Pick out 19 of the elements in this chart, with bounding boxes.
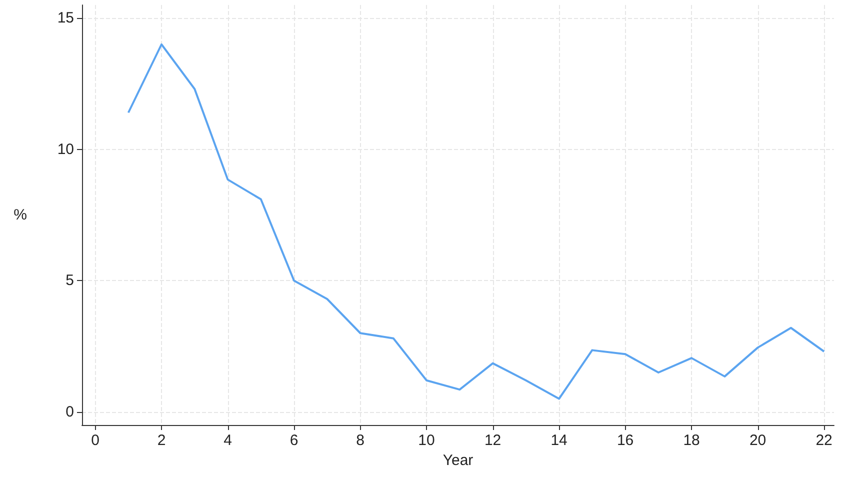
x-tick-label: 2 [157, 432, 166, 449]
y-tick-label: 5 [66, 272, 74, 290]
x-tick-label: 10 [418, 432, 435, 449]
x-tick-label: 12 [484, 432, 502, 449]
x-tick-label: 4 [224, 432, 232, 449]
x-tick-label: 0 [91, 432, 100, 449]
y-axis-title: % [14, 206, 27, 224]
x-tick-label: 22 [816, 432, 832, 449]
y-tick-label: 15 [57, 10, 74, 27]
x-tick-label: 6 [290, 432, 298, 449]
x-tick-label: 16 [616, 432, 634, 449]
x-tick-label: 20 [749, 432, 766, 449]
x-tick-label: 18 [683, 432, 700, 449]
y-tick-label: 10 [57, 140, 74, 158]
x-tick-label: 8 [356, 432, 364, 449]
x-tick-label: 14 [550, 432, 568, 449]
y-tick-label: 0 [66, 403, 74, 420]
x-axis-title: Year [442, 452, 474, 469]
line-series [127, 43, 826, 400]
